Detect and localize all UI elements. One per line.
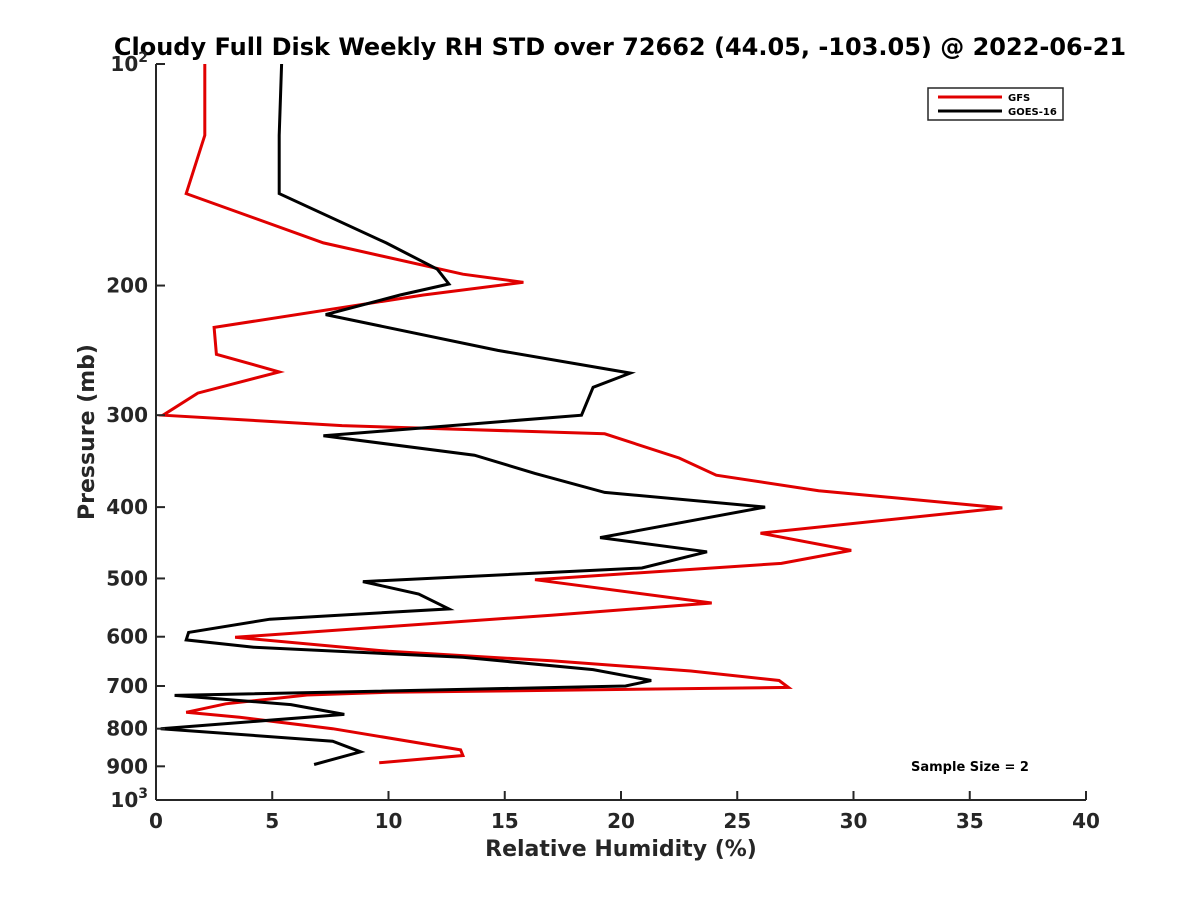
x-tick-label-10: 10 [375,809,403,833]
y-tick-label-400: 400 [106,495,148,519]
x-tick-label-35: 35 [956,809,984,833]
y-axis-ticks: 102 200 300 400 500 600 700 800 900 103 [106,50,165,812]
x-tick-label-30: 30 [840,809,868,833]
y-tick-label-200: 200 [106,274,148,298]
chart-title: Cloudy Full Disk Weekly RH STD over 7266… [114,33,1126,61]
y-tick-label-300: 300 [106,403,148,427]
series-line-goes-16 [160,63,766,766]
y-tick-label-500: 500 [106,566,148,590]
x-tick-label-25: 25 [723,809,751,833]
y-tick-label-900: 900 [106,754,148,778]
sample-size-annotation: Sample Size = 2 [911,760,1029,775]
x-tick-label-20: 20 [607,809,635,833]
x-axis-label: Relative Humidity (%) [485,837,757,862]
y-tick-label-600: 600 [106,625,148,649]
y-tick-label-1000: 103 [110,786,148,812]
x-tick-label-15: 15 [491,809,519,833]
y-tick-label-700: 700 [106,674,148,698]
x-axis-ticks: 0 5 10 15 20 25 30 35 40 [149,791,1100,833]
legend-label-gfs: GFS [1008,93,1030,104]
legend-box [927,87,1064,121]
legend-label-goes16: GOES-16 [1008,107,1057,118]
legend: GFS GOES-16 [927,87,1064,121]
y-tick-label-100: 102 [110,50,148,76]
y-axis-label: Pressure (mb) [75,344,100,520]
x-tick-label-0: 0 [149,809,163,833]
x-tick-label-40: 40 [1072,809,1100,833]
x-tick-label-5: 5 [265,809,279,833]
y-tick-label-800: 800 [106,717,148,741]
